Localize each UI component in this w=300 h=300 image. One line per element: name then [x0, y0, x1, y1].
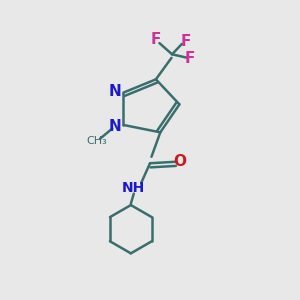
Text: F: F: [184, 51, 195, 66]
Text: O: O: [173, 154, 186, 169]
Text: NH: NH: [122, 181, 146, 195]
Text: N: N: [109, 119, 122, 134]
Text: F: F: [151, 32, 161, 47]
Text: F: F: [180, 34, 190, 49]
Text: CH₃: CH₃: [87, 136, 107, 146]
Text: N: N: [109, 84, 122, 99]
